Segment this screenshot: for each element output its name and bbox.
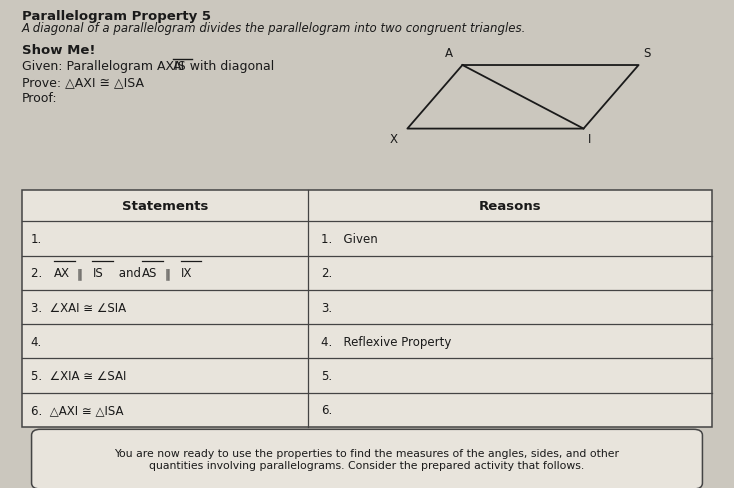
Text: S: S: [643, 46, 651, 60]
Text: AS: AS: [142, 267, 158, 280]
Text: AX: AX: [54, 267, 70, 280]
Text: 5.: 5.: [321, 369, 333, 382]
Text: Parallelogram Property 5: Parallelogram Property 5: [22, 10, 211, 23]
Text: 5.  ∠XIA ≅ ∠SAI: 5. ∠XIA ≅ ∠SAI: [31, 369, 126, 382]
Text: A diagonal of a parallelogram divides the parallelogram into two congruent trian: A diagonal of a parallelogram divides th…: [22, 22, 526, 35]
Text: You are now ready to use the properties to find the measures of the angles, side: You are now ready to use the properties …: [115, 448, 619, 470]
Text: Prove: △AXI ≅ △ISA: Prove: △AXI ≅ △ISA: [22, 76, 144, 89]
Text: 6.  △AXI ≅ △ISA: 6. △AXI ≅ △ISA: [31, 404, 123, 416]
Text: ∥: ∥: [164, 267, 170, 280]
Text: A: A: [445, 46, 453, 60]
Text: I: I: [589, 132, 592, 145]
Text: 6.: 6.: [321, 404, 333, 416]
Bar: [22, 190, 712, 427]
Text: Reasons: Reasons: [479, 200, 542, 213]
Text: X: X: [390, 132, 398, 145]
Text: 2.: 2.: [31, 267, 50, 280]
FancyBboxPatch shape: [32, 429, 702, 488]
Text: 4.   Reflexive Property: 4. Reflexive Property: [321, 335, 452, 348]
Text: Proof:: Proof:: [22, 92, 58, 105]
Bar: [22, 190, 712, 427]
Text: IX: IX: [181, 267, 192, 280]
Text: Given: Parallelogram AXIS with diagonal: Given: Parallelogram AXIS with diagonal: [22, 60, 278, 73]
Text: 1.   Given: 1. Given: [321, 233, 378, 245]
Text: 3.  ∠XAI ≅ ∠SIA: 3. ∠XAI ≅ ∠SIA: [31, 301, 126, 314]
Text: 2.: 2.: [321, 267, 333, 280]
Text: ∥: ∥: [76, 267, 82, 280]
Text: Statements: Statements: [122, 200, 208, 213]
Text: Show Me!: Show Me!: [22, 44, 95, 57]
Text: AI: AI: [173, 60, 186, 73]
Text: 3.: 3.: [321, 301, 333, 314]
Text: and: and: [115, 267, 145, 280]
Text: 4.: 4.: [31, 335, 42, 348]
Text: 1.: 1.: [31, 233, 42, 245]
Text: IS: IS: [92, 267, 103, 280]
